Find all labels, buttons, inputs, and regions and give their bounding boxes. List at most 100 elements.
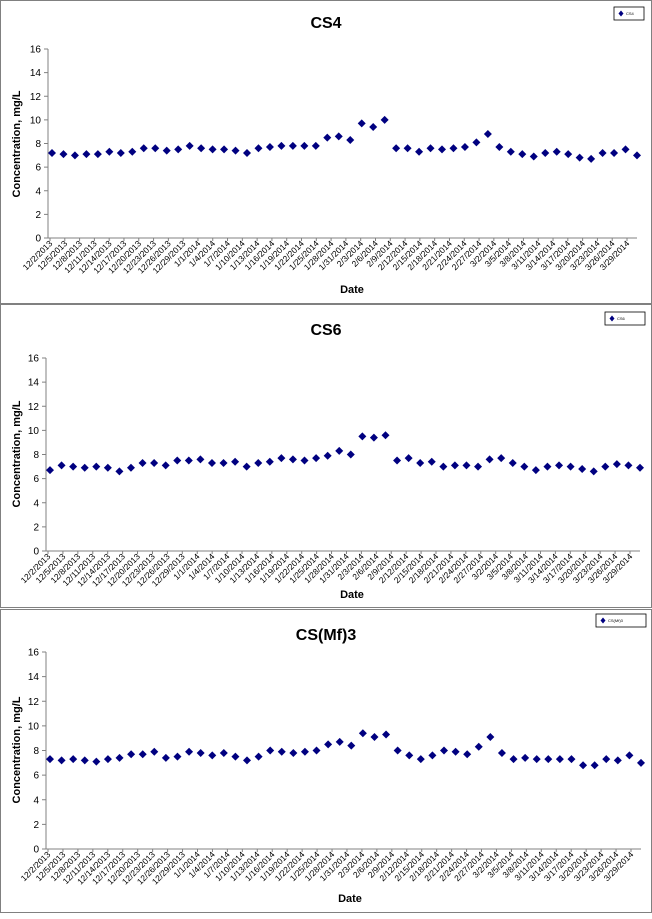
data-point (161, 753, 170, 762)
data-point (150, 747, 159, 756)
y-tick-label: 4 (35, 186, 41, 197)
data-point (208, 751, 217, 760)
data-point (369, 122, 378, 131)
data-point (184, 456, 193, 465)
y-tick-label: 10 (30, 115, 42, 126)
data-point (531, 466, 540, 475)
y-tick-labels: 0 2 4 6 8 10 12 14 16 (28, 354, 40, 558)
y-tick-label: 12 (28, 697, 40, 708)
data-point (612, 460, 621, 469)
data-point (162, 146, 171, 155)
data-point (277, 747, 286, 756)
data-point (404, 454, 413, 463)
data-point (138, 458, 147, 467)
data-point (474, 742, 483, 751)
data-point (323, 133, 332, 142)
data-point (440, 746, 448, 755)
data-point (382, 730, 391, 739)
data-point (231, 146, 240, 155)
data-point (69, 462, 78, 471)
data-point (323, 451, 332, 460)
data-point (48, 148, 56, 157)
data-point (518, 150, 527, 159)
y-tick-label: 16 (28, 354, 40, 365)
data-point (300, 141, 309, 150)
data-point (566, 462, 575, 471)
data-point (346, 450, 355, 459)
data-point (103, 755, 112, 764)
legend-label: CS4 (626, 11, 635, 16)
data-point (57, 461, 66, 470)
y-tick-label: 6 (33, 474, 39, 485)
data-point (520, 462, 529, 471)
data-point (564, 150, 573, 159)
y-tick-label: 14 (30, 68, 42, 79)
data-point (126, 463, 135, 472)
data-point (346, 135, 355, 144)
data-point (161, 461, 170, 470)
data-point (173, 752, 182, 761)
data-point (472, 138, 481, 147)
data-point (625, 751, 634, 760)
data-point (324, 740, 333, 749)
data-point (357, 119, 366, 128)
data-point (334, 132, 343, 141)
data-point (335, 737, 344, 746)
data-point (70, 151, 79, 160)
y-tick-label: 10 (28, 426, 40, 437)
y-axis-title: Concentration, mg/L (11, 400, 23, 507)
data-point (555, 755, 564, 764)
data-point (601, 462, 610, 471)
y-tick-label: 0 (33, 547, 39, 558)
data-point (358, 729, 367, 738)
data-point (567, 755, 576, 764)
data-point (509, 755, 518, 764)
data-point (587, 154, 596, 163)
x-axis-title: Date (340, 589, 364, 601)
data-point (115, 467, 124, 476)
data-point (277, 454, 286, 463)
data-point (127, 750, 136, 759)
y-tick-labels: 0 2 4 6 8 10 12 14 16 (28, 648, 40, 856)
data-point (392, 144, 401, 153)
y-axis-title: Concentration, mg/L (11, 696, 23, 803)
y-tick-label: 0 (35, 234, 41, 245)
x-axis-title: Date (340, 284, 364, 296)
data-point (312, 454, 321, 463)
y-tick-label: 10 (28, 721, 40, 732)
legend-label: CS6 (617, 316, 626, 321)
data-point (300, 456, 309, 465)
data-point (311, 141, 320, 150)
y-tick-label: 0 (33, 845, 39, 856)
data-point (335, 446, 344, 455)
data-point (243, 756, 251, 765)
data-point (543, 462, 552, 471)
data-point (80, 756, 89, 765)
data-point (219, 748, 228, 757)
data-point (598, 148, 607, 157)
y-tick-label: 16 (30, 45, 42, 56)
legend-marker (600, 617, 606, 624)
data-point (288, 455, 297, 464)
data-point (483, 130, 492, 139)
data-point (254, 458, 263, 467)
data-point (590, 761, 599, 770)
data-point (578, 464, 587, 473)
y-tick-label: 2 (33, 820, 39, 831)
legend-label: CS(Mf)3 (608, 618, 624, 623)
data-point (451, 747, 460, 756)
data-point (610, 148, 619, 157)
data-point (428, 751, 437, 760)
data-point (138, 750, 147, 759)
axes (42, 357, 640, 554)
data-point (242, 462, 251, 471)
data-point (57, 756, 66, 765)
data-point (380, 115, 389, 124)
data-point (243, 148, 251, 157)
data-point (265, 143, 274, 152)
chart-title: CS(Mf)3 (296, 627, 357, 644)
data-point (219, 458, 228, 467)
data-point (602, 755, 611, 764)
data-point (207, 458, 216, 467)
